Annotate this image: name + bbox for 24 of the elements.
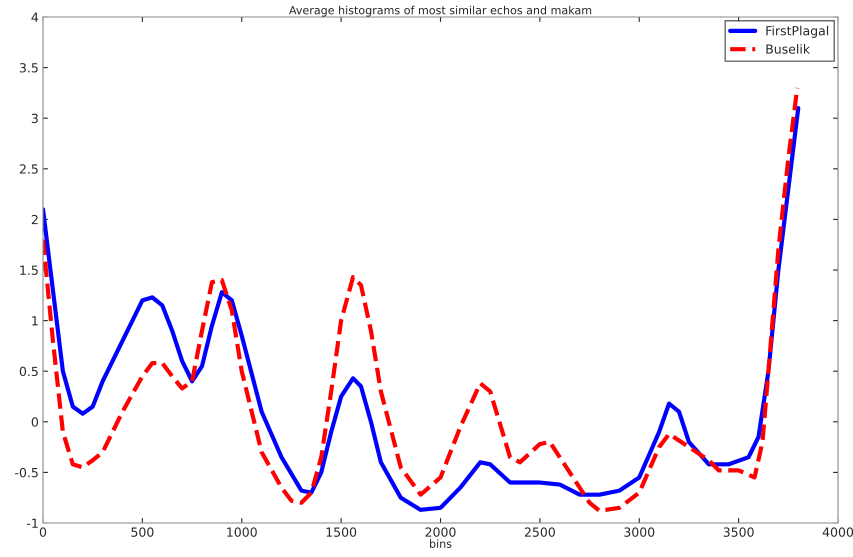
x-axis-title: bins [430, 539, 452, 548]
x-tick-label: 2500 [524, 527, 555, 537]
x-tick-label: 3000 [624, 527, 654, 537]
x-tick-label: 1500 [326, 527, 356, 537]
x-tick-label: 500 [131, 527, 154, 537]
y-tick-label: 0.5 [20, 366, 38, 376]
x-tick-label: 2000 [426, 527, 456, 537]
y-tick-label: 2 [32, 214, 38, 224]
y-tick-label: 2.5 [20, 164, 38, 174]
x-tick-label: 0 [40, 527, 46, 537]
x-tick-label: 3500 [724, 527, 754, 537]
y-tick-label: 4 [31, 12, 38, 22]
x-tick-label: 4000 [822, 527, 853, 537]
legend-label: FirstPlagal [766, 26, 828, 38]
y-tick-label: -0.5 [15, 468, 38, 478]
legend-label: Buselik [766, 44, 810, 54]
y-tick-label: 3 [32, 114, 38, 124]
y-tick-label: 0 [32, 417, 38, 427]
y-tick-label: 1 [32, 316, 38, 326]
y-tick-label: -1 [26, 518, 38, 528]
x-tick-label: 1000 [227, 527, 257, 537]
chart-title: Average histograms of most similar echos and makam [289, 6, 592, 17]
y-tick-label: 1.5 [20, 266, 38, 275]
y-tick-label: 3.5 [20, 63, 38, 73]
